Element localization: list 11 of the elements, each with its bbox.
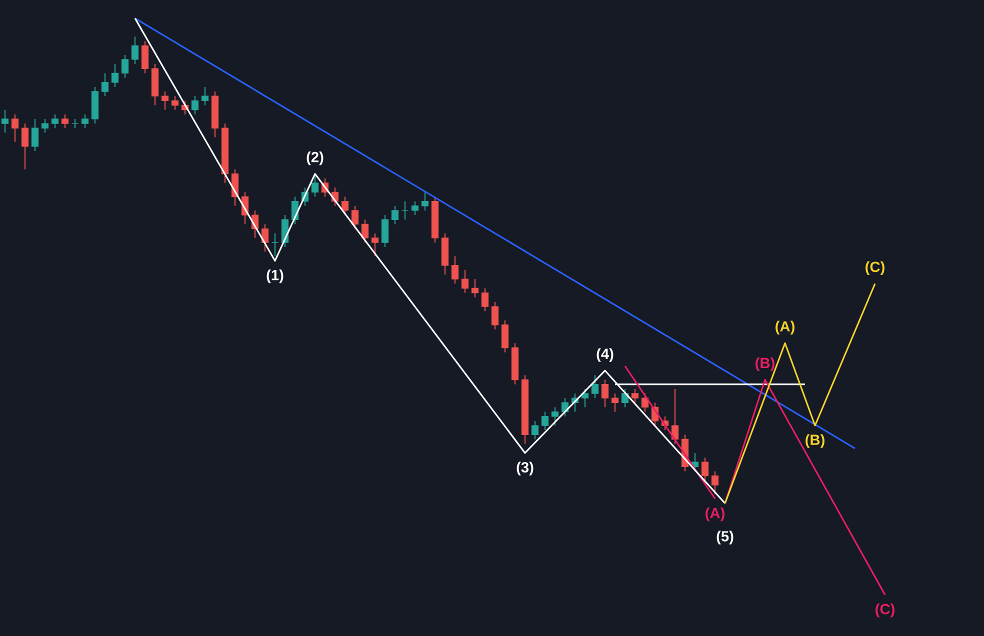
annotation: (B)	[756, 357, 774, 372]
annotation: (3)	[516, 462, 534, 476]
annotation: (A)	[776, 320, 794, 334]
annotation: (A)	[706, 507, 724, 522]
annotation: (4)	[596, 348, 614, 362]
annotation: (C)	[866, 261, 884, 275]
annotation: (B)	[806, 434, 824, 448]
annotation: (2)	[306, 151, 324, 166]
annotation: (1)	[266, 270, 284, 284]
annotation: (5)	[716, 530, 734, 544]
annotation: (C)	[876, 604, 894, 618]
